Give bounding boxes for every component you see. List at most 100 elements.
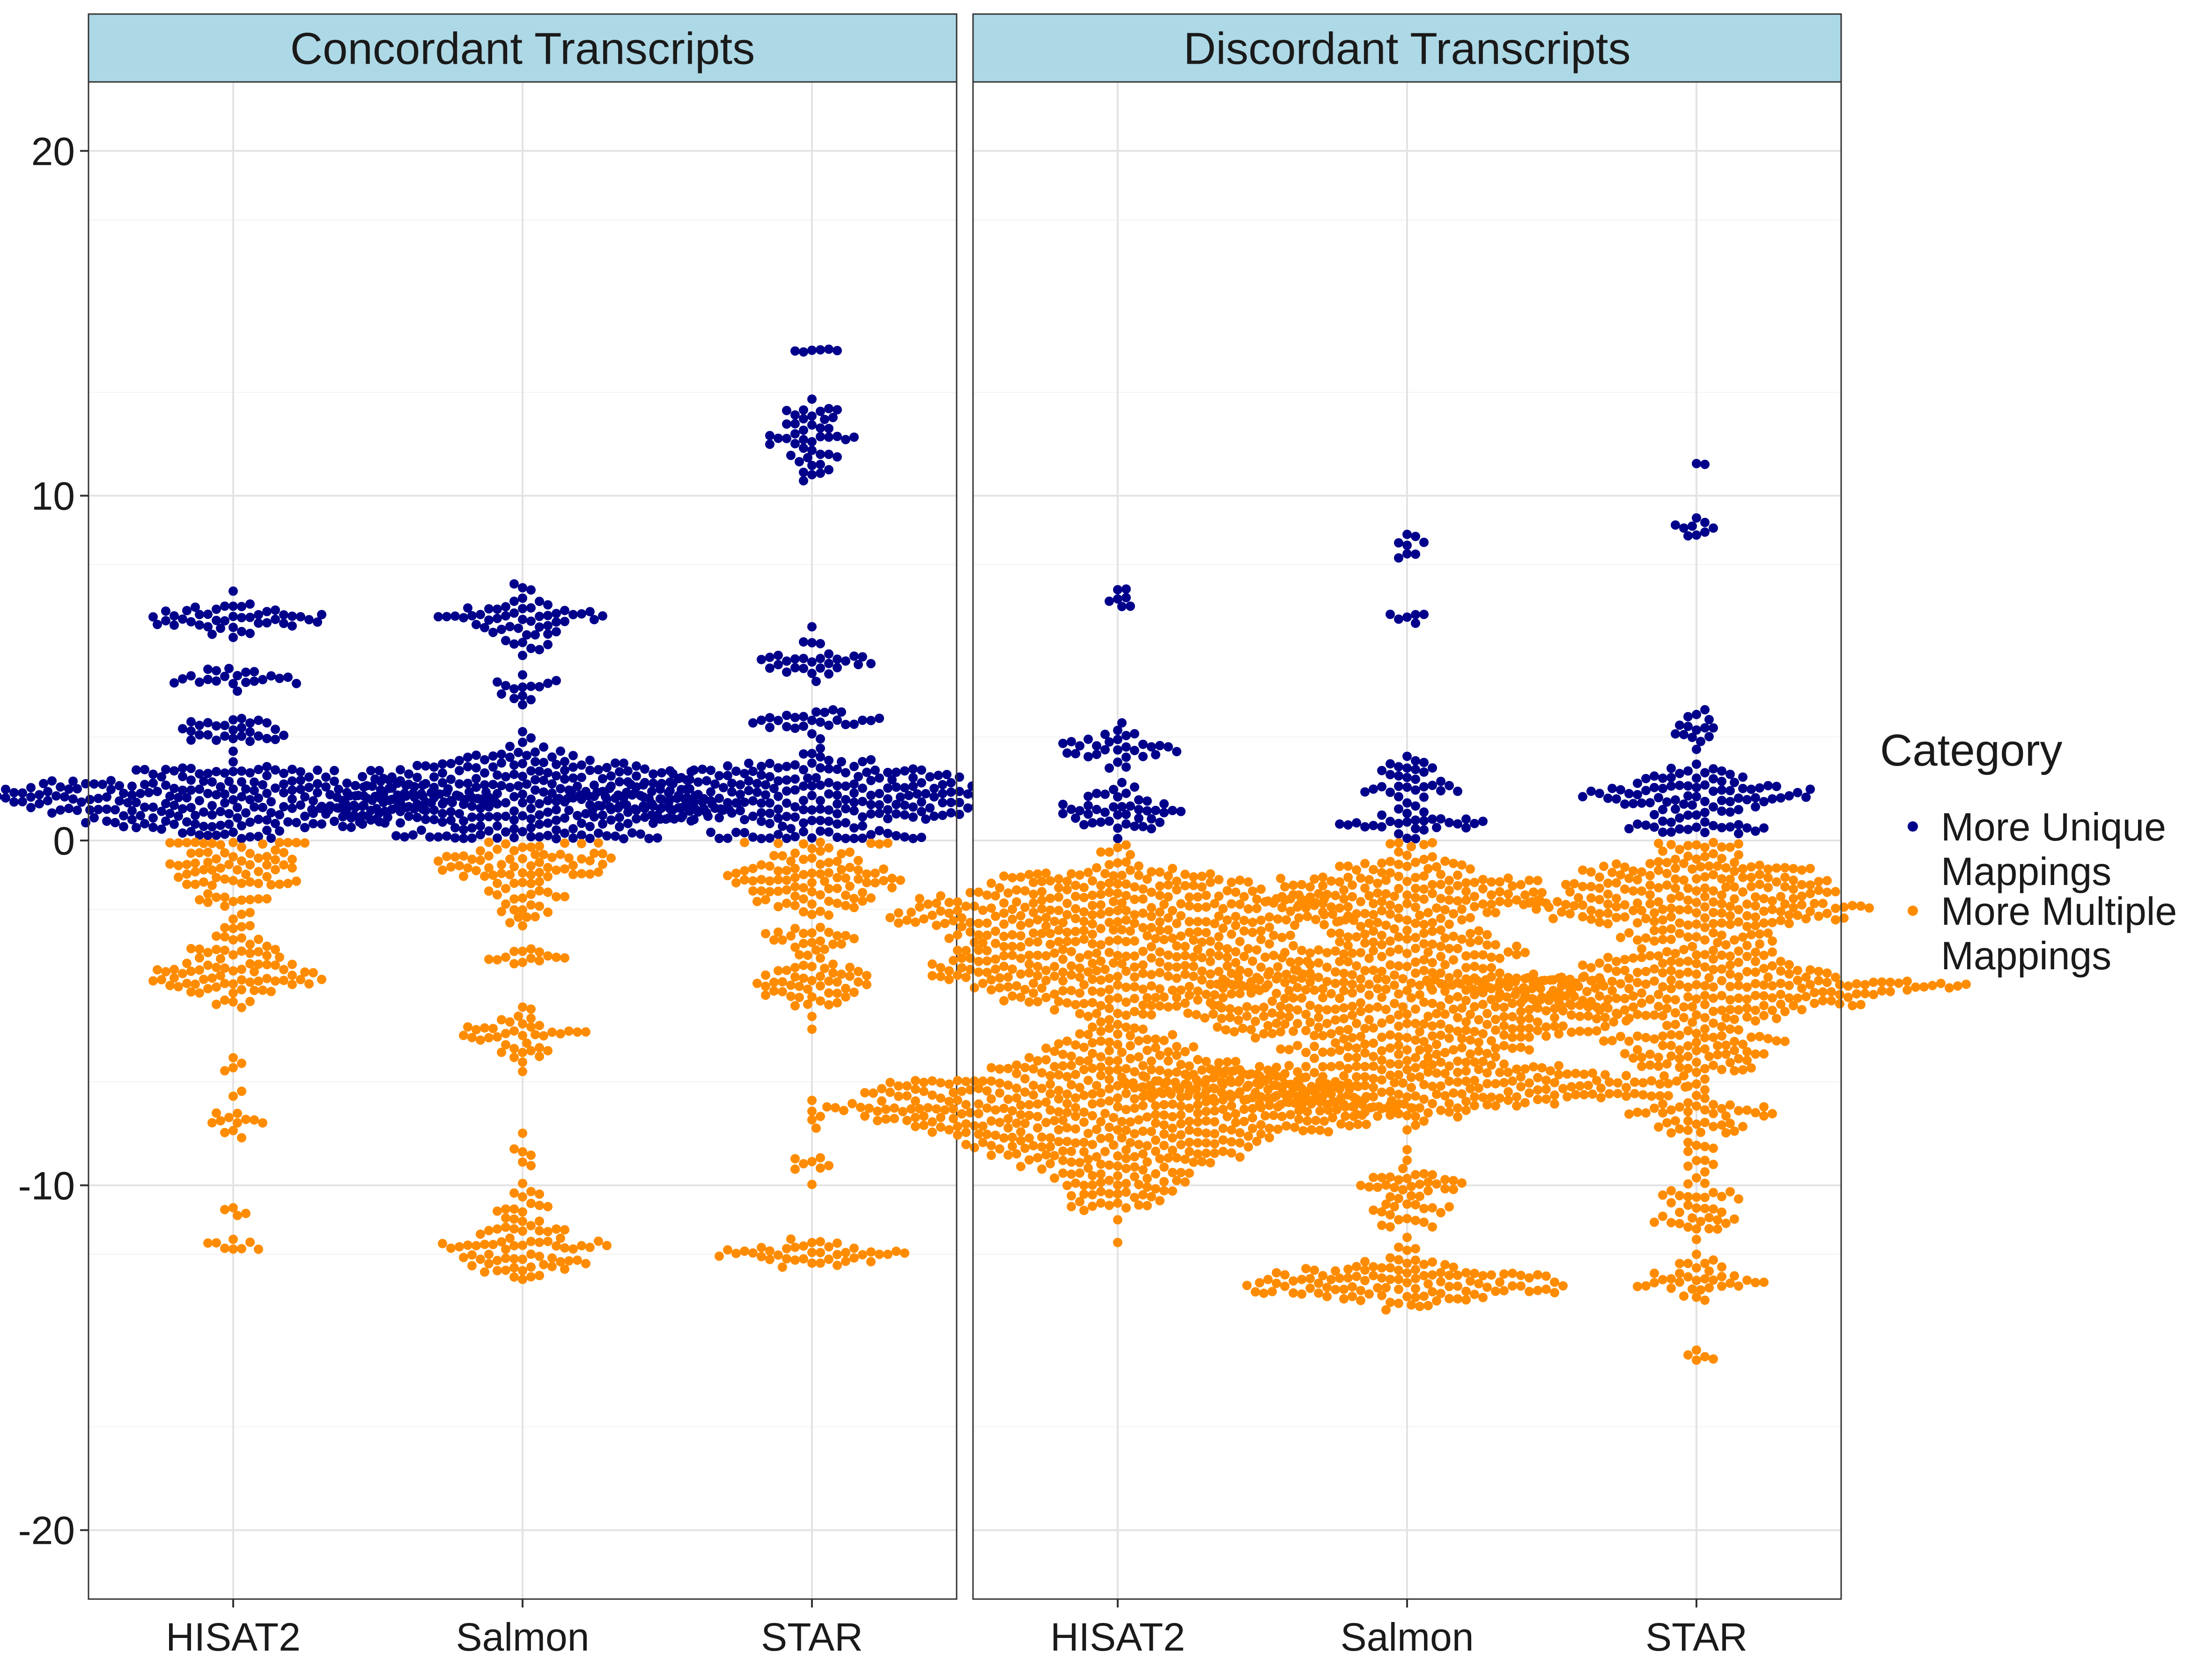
data-point-unique bbox=[26, 792, 36, 802]
data-point-multiple bbox=[1763, 883, 1773, 892]
data-point-unique bbox=[212, 605, 221, 614]
data-point-unique bbox=[52, 791, 61, 801]
data-point-multiple bbox=[1751, 1049, 1760, 1059]
data-point-multiple bbox=[1430, 975, 1440, 985]
data-point-multiple bbox=[782, 1244, 791, 1253]
data-point-multiple bbox=[1172, 962, 1181, 972]
data-point-multiple bbox=[1734, 1106, 1743, 1115]
data-point-multiple bbox=[1183, 1008, 1193, 1018]
data-point-multiple bbox=[1402, 1232, 1412, 1242]
data-point-multiple bbox=[858, 888, 867, 898]
data-point-multiple bbox=[1763, 864, 1773, 874]
data-point-multiple bbox=[1176, 1060, 1186, 1069]
data-point-multiple bbox=[1197, 871, 1207, 881]
data-point-multiple bbox=[1725, 995, 1735, 1005]
data-point-multiple bbox=[1683, 992, 1693, 1002]
data-point-multiple bbox=[1565, 974, 1575, 984]
data-point-multiple bbox=[1109, 1113, 1118, 1122]
data-point-multiple bbox=[1520, 1098, 1530, 1107]
data-point-multiple bbox=[1822, 876, 1832, 885]
data-point-multiple bbox=[1423, 1279, 1433, 1289]
data-point-multiple bbox=[1843, 981, 1853, 991]
data-point-unique bbox=[1671, 520, 1680, 530]
data-point-unique bbox=[1751, 826, 1760, 836]
data-point-unique bbox=[266, 808, 276, 818]
data-point-unique bbox=[917, 833, 926, 842]
data-point-multiple bbox=[1172, 1050, 1181, 1060]
data-point-multiple bbox=[594, 838, 603, 848]
data-point-multiple bbox=[1209, 1000, 1218, 1010]
data-point-multiple bbox=[1016, 1136, 1025, 1146]
data-point-multiple bbox=[1335, 877, 1344, 887]
data-point-multiple bbox=[1058, 954, 1068, 964]
data-point-unique bbox=[467, 793, 477, 803]
data-point-unique bbox=[229, 767, 238, 776]
data-point-unique bbox=[552, 627, 561, 637]
data-point-multiple bbox=[1700, 1032, 1710, 1042]
data-point-unique bbox=[1675, 824, 1684, 834]
data-point-multiple bbox=[1449, 1262, 1458, 1272]
data-point-unique bbox=[220, 721, 229, 730]
data-point-unique bbox=[568, 751, 578, 760]
data-point-multiple bbox=[1512, 1101, 1521, 1111]
data-point-multiple bbox=[1419, 966, 1429, 975]
data-point-unique bbox=[245, 817, 255, 827]
data-point-unique bbox=[799, 749, 808, 759]
data-point-unique bbox=[182, 793, 192, 803]
data-point-unique bbox=[140, 819, 149, 829]
data-point-unique bbox=[1092, 741, 1101, 751]
data-point-unique bbox=[858, 715, 867, 725]
data-point-multiple bbox=[1318, 1047, 1327, 1057]
data-point-multiple bbox=[1419, 1204, 1429, 1213]
data-point-multiple bbox=[757, 1243, 766, 1253]
data-point-multiple bbox=[1525, 1005, 1534, 1015]
data-point-multiple bbox=[1457, 1178, 1467, 1188]
data-point-multiple bbox=[1725, 1058, 1735, 1068]
data-point-unique bbox=[1692, 459, 1701, 468]
data-point-multiple bbox=[220, 1205, 229, 1215]
data-point-unique bbox=[178, 614, 187, 624]
data-point-multiple bbox=[1394, 1049, 1403, 1059]
data-point-multiple bbox=[1717, 1192, 1726, 1202]
data-point-unique bbox=[43, 787, 52, 796]
data-point-multiple bbox=[1168, 1099, 1177, 1109]
data-point-multiple bbox=[518, 1275, 527, 1284]
data-point-unique bbox=[518, 727, 527, 737]
data-point-multiple bbox=[1164, 971, 1173, 981]
data-point-unique bbox=[1419, 767, 1429, 777]
data-point-multiple bbox=[1654, 839, 1663, 848]
data-point-multiple bbox=[902, 1091, 912, 1101]
data-point-unique bbox=[883, 783, 892, 793]
data-point-unique bbox=[1759, 797, 1769, 806]
data-point-multiple bbox=[1033, 951, 1042, 960]
data-point-unique bbox=[358, 772, 367, 782]
data-point-multiple bbox=[1008, 930, 1017, 940]
data-point-multiple bbox=[1436, 1057, 1445, 1067]
data-point-unique bbox=[313, 617, 322, 627]
data-point-multiple bbox=[1369, 899, 1378, 908]
data-point-multiple bbox=[220, 979, 229, 988]
data-point-multiple bbox=[1305, 968, 1315, 978]
data-point-multiple bbox=[974, 1099, 983, 1109]
data-point-multiple bbox=[1360, 1257, 1370, 1267]
data-point-unique bbox=[1084, 809, 1093, 819]
data-point-multiple bbox=[1755, 929, 1764, 939]
data-point-multiple bbox=[1487, 890, 1496, 900]
data-point-multiple bbox=[1692, 886, 1701, 896]
data-point-multiple bbox=[1213, 1022, 1222, 1032]
data-point-multiple bbox=[1525, 876, 1534, 885]
data-point-unique bbox=[102, 792, 111, 802]
data-point-multiple bbox=[1272, 1071, 1281, 1081]
data-point-multiple bbox=[1672, 1076, 1681, 1086]
data-point-unique bbox=[1130, 729, 1139, 738]
data-point-multiple bbox=[1612, 893, 1621, 903]
data-point-multiple bbox=[1386, 1192, 1395, 1202]
data-point-multiple bbox=[1143, 1141, 1152, 1150]
data-point-unique bbox=[1725, 807, 1735, 817]
data-point-multiple bbox=[1759, 907, 1769, 916]
data-point-multiple bbox=[493, 1224, 502, 1234]
data-point-multiple bbox=[1100, 869, 1110, 878]
data-point-unique bbox=[543, 678, 553, 688]
data-point-unique bbox=[229, 633, 238, 642]
data-point-multiple bbox=[1041, 913, 1051, 922]
